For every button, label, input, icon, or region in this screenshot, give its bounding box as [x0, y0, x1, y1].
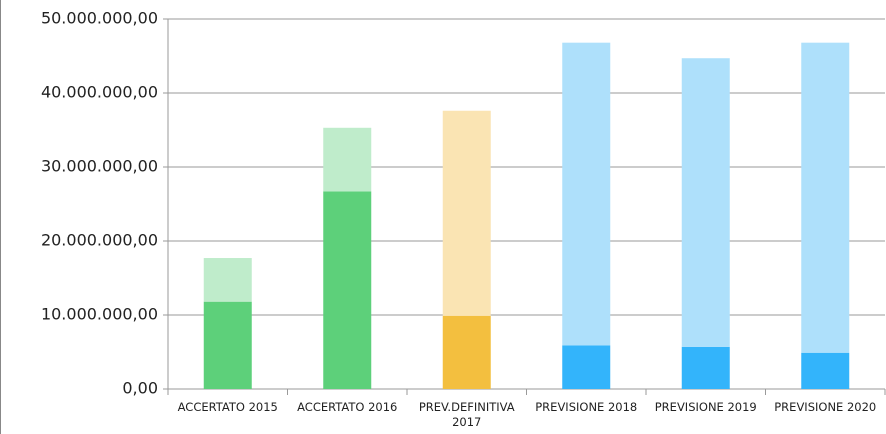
- x-tick-label: PREVISIONE 2020: [774, 400, 877, 414]
- x-tick-label: PREV.DEFINITIVA 2017: [418, 400, 515, 429]
- x-tick-label: PREVISIONE 2019: [654, 400, 757, 414]
- bar-segment: [801, 42, 850, 353]
- y-tick-label: 50.000.000,00: [41, 9, 158, 28]
- x-tick-label: ACCERTATO 2016: [297, 400, 398, 414]
- bar-segment: [203, 258, 252, 302]
- bar-segment: [801, 352, 850, 389]
- y-tick-label: 10.000.000,00: [41, 305, 158, 324]
- y-tick-label: 30.000.000,00: [41, 157, 158, 176]
- bar-segment: [681, 58, 730, 347]
- bar-segment: [323, 191, 372, 389]
- bar-segment: [562, 345, 611, 389]
- x-tick-label: PREVISIONE 2018: [535, 400, 638, 414]
- bar-segment: [323, 127, 372, 192]
- bar-segment: [681, 346, 730, 389]
- bar-segment: [442, 315, 491, 389]
- y-tick-label: 0,00: [122, 379, 158, 398]
- y-tick-label: 40.000.000,00: [41, 83, 158, 102]
- x-tick-label: ACCERTATO 2015: [177, 400, 278, 414]
- y-tick-label: 20.000.000,00: [41, 231, 158, 250]
- bar-segment: [203, 301, 252, 389]
- bar-segment: [562, 42, 611, 346]
- bar-segment: [442, 110, 491, 316]
